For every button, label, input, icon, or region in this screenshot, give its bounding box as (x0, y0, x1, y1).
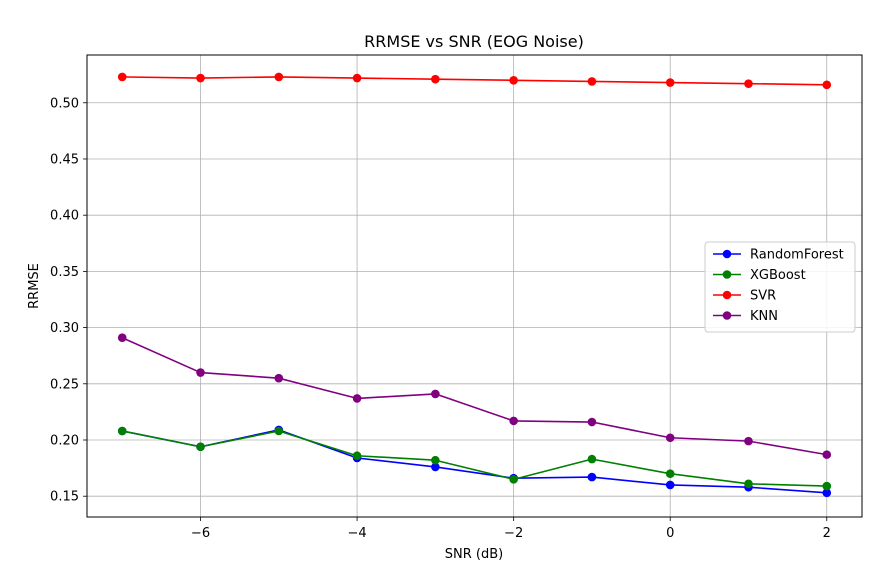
data-point-xgboost (117, 426, 127, 436)
legend-item-randomforest: RandomForest (713, 248, 844, 263)
y-tick-label: 0.30 (50, 321, 79, 336)
data-point-knn (587, 417, 597, 427)
data-point-knn (274, 373, 284, 383)
y-tick-label: 0.15 (50, 490, 79, 505)
data-point-knn (196, 368, 205, 377)
data-point-xgboost (665, 469, 675, 479)
axis-ticks: −6 −4 −2 0 2 0.15 0.20 0.25 0.30 0.35 0.40 0.45 0.50 (50, 96, 831, 541)
data-point-svr (822, 80, 832, 90)
data-point-knn (117, 333, 127, 343)
data-point-xgboost (744, 479, 753, 489)
legend: RandomForest XGBoost SVR KNN (704, 241, 856, 333)
y-tick-label: 0.50 (50, 96, 79, 111)
legend-swatch-marker (722, 290, 732, 300)
x-tick-label: 2 (823, 526, 831, 541)
data-point-svr (352, 73, 362, 83)
series-line-knn (121, 336, 827, 456)
plot-frame (86, 54, 863, 518)
data-point-knn (744, 436, 753, 446)
series-layer (117, 72, 832, 498)
data-point-svr (744, 79, 753, 88)
data-point-randomforest (431, 462, 440, 472)
data-point-svr (117, 72, 127, 82)
legend-label: KNN (750, 309, 778, 324)
series-svr (117, 72, 832, 90)
series-line-svr (122, 76, 827, 86)
data-point-xgboost (587, 454, 597, 464)
data-point-svr (431, 74, 440, 84)
data-point-svr (196, 73, 205, 83)
data-point-xgboost (509, 475, 518, 484)
legend-swatch-marker (722, 270, 732, 279)
chart-title: RRMSE vs SNR (EOG Noise) (364, 32, 584, 51)
data-point-xgboost (352, 451, 362, 461)
y-axis-label: RRMSE (27, 263, 42, 309)
legend-label: XGBoost (750, 268, 806, 283)
y-tick-label: 0.25 (50, 377, 79, 392)
data-point-svr (665, 78, 675, 87)
legend-swatch-marker (722, 311, 732, 320)
series-xgboost (117, 426, 832, 491)
data-point-knn (509, 416, 518, 426)
series-line-xgboost (122, 430, 827, 487)
x-tick-label: −2 (504, 526, 523, 541)
data-point-xgboost (431, 455, 440, 465)
data-point-randomforest (587, 472, 597, 482)
data-point-xgboost (196, 442, 205, 452)
legend-item-xgboost: XGBoost (713, 268, 806, 283)
y-tick-label: 0.20 (50, 434, 79, 449)
series-knn (117, 333, 832, 459)
y-tick-label: 0.45 (50, 152, 79, 167)
legend-item-svr: SVR (713, 289, 776, 304)
legend-label: RandomForest (750, 248, 844, 263)
x-tick-label: 0 (666, 526, 674, 541)
data-point-knn (431, 389, 440, 399)
data-point-xgboost (822, 481, 832, 491)
x-tick-label: −4 (347, 526, 366, 541)
data-point-knn (822, 450, 832, 459)
x-tick-label: −6 (191, 526, 210, 541)
data-point-randomforest (822, 488, 832, 498)
data-point-knn (352, 394, 362, 403)
data-point-svr (509, 75, 518, 85)
legend-item-knn: KNN (713, 309, 778, 324)
data-point-svr (587, 77, 597, 86)
data-point-xgboost (274, 426, 284, 436)
legend-swatch-marker (722, 249, 732, 259)
x-axis-label: SNR (dB) (445, 547, 503, 562)
y-tick-label: 0.40 (50, 209, 79, 224)
legend-label: SVR (750, 289, 776, 304)
y-tick-label: 0.35 (50, 265, 79, 280)
data-point-knn (665, 433, 675, 443)
legend-box (704, 241, 856, 333)
data-point-svr (274, 72, 284, 82)
data-point-randomforest (665, 480, 675, 490)
